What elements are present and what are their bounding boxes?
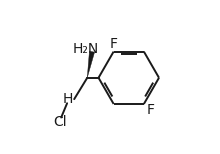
Text: H₂N: H₂N: [72, 42, 99, 56]
Text: Cl: Cl: [53, 115, 67, 129]
Polygon shape: [87, 51, 95, 78]
Text: F: F: [110, 37, 118, 51]
Text: F: F: [146, 103, 154, 118]
Text: H: H: [63, 91, 73, 105]
